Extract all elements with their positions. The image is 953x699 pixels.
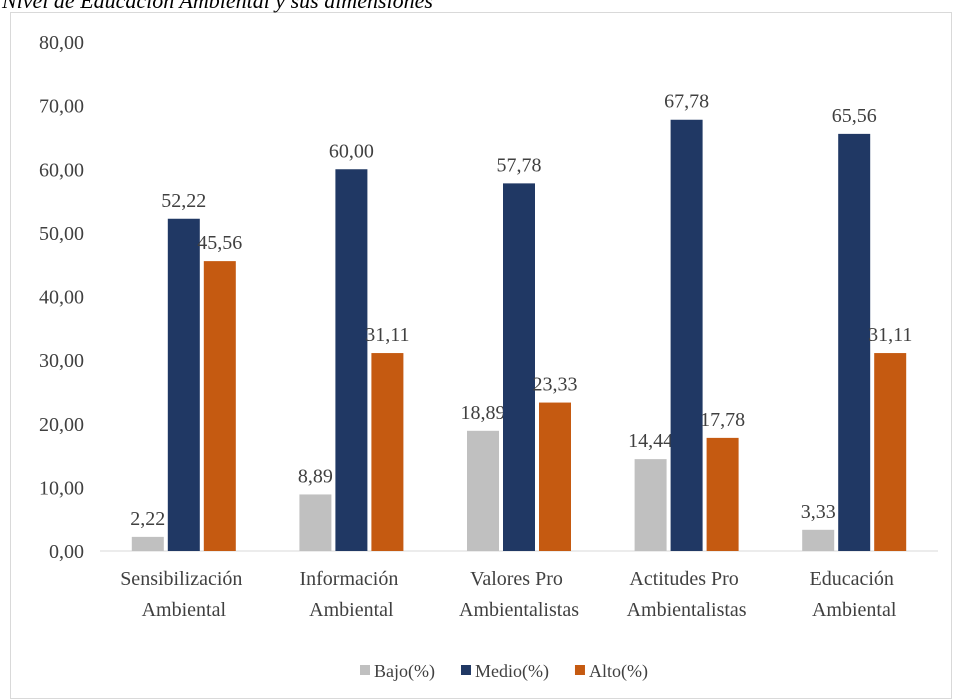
y-tick-label: 40,00 <box>39 287 84 309</box>
bar <box>503 183 535 551</box>
bar <box>670 119 703 551</box>
x-tick-label: Sensibilización Ambiental <box>120 568 247 621</box>
x-tick-label: Educación Ambiental <box>809 568 898 621</box>
value-label: 60,00 <box>329 140 374 162</box>
chart-title: Nivel de Educación Ambiental y sus dimen… <box>1 0 433 13</box>
legend-label: Medio(%) <box>475 661 549 682</box>
bar <box>299 494 332 551</box>
bar <box>802 529 835 551</box>
value-label: 3,33 <box>801 501 836 523</box>
bar <box>167 218 200 551</box>
bar <box>706 437 739 551</box>
legend-label: Bajo(%) <box>374 661 435 682</box>
y-tick-label: 20,00 <box>39 414 84 436</box>
legend-swatch <box>574 665 585 675</box>
legend-swatch <box>460 665 471 675</box>
x-tick-label: Valores Pro Ambientalistas <box>459 568 579 621</box>
bar <box>539 402 571 551</box>
x-tick-label: Información Ambiental <box>299 568 403 621</box>
bar <box>634 459 667 551</box>
value-label: 52,22 <box>161 190 206 212</box>
bar <box>467 430 499 551</box>
y-tick-label: 60,00 <box>39 159 84 181</box>
y-tick-label: 80,00 <box>39 32 84 54</box>
chart-border <box>10 12 952 699</box>
bar <box>131 536 164 551</box>
y-tick-label: 10,00 <box>39 477 84 499</box>
value-label: 65,56 <box>832 105 877 127</box>
value-label: 31,11 <box>868 324 912 346</box>
bar <box>874 353 907 551</box>
y-tick-label: 70,00 <box>39 96 84 118</box>
legend-swatch <box>360 665 370 675</box>
bar <box>335 169 368 551</box>
value-label: 8,89 <box>298 465 333 487</box>
value-label: 18,89 <box>461 402 506 424</box>
value-label: 45,56 <box>197 232 242 254</box>
value-label: 23,33 <box>533 374 578 396</box>
value-label: 17,78 <box>700 409 745 431</box>
bar <box>371 353 404 551</box>
value-label: 31,11 <box>365 324 409 346</box>
bar <box>838 133 871 551</box>
value-label: 57,78 <box>497 154 542 176</box>
legend-label: Alto(%) <box>589 661 648 682</box>
x-tick-label: Actitudes Pro Ambientalistas <box>627 568 747 621</box>
value-label: 67,78 <box>664 91 709 113</box>
bar <box>203 261 236 551</box>
y-tick-label: 0,00 <box>49 541 84 563</box>
value-label: 2,22 <box>130 508 165 530</box>
y-tick-label: 30,00 <box>39 350 84 372</box>
value-label: 14,44 <box>628 430 673 452</box>
y-tick-label: 50,00 <box>39 223 84 245</box>
